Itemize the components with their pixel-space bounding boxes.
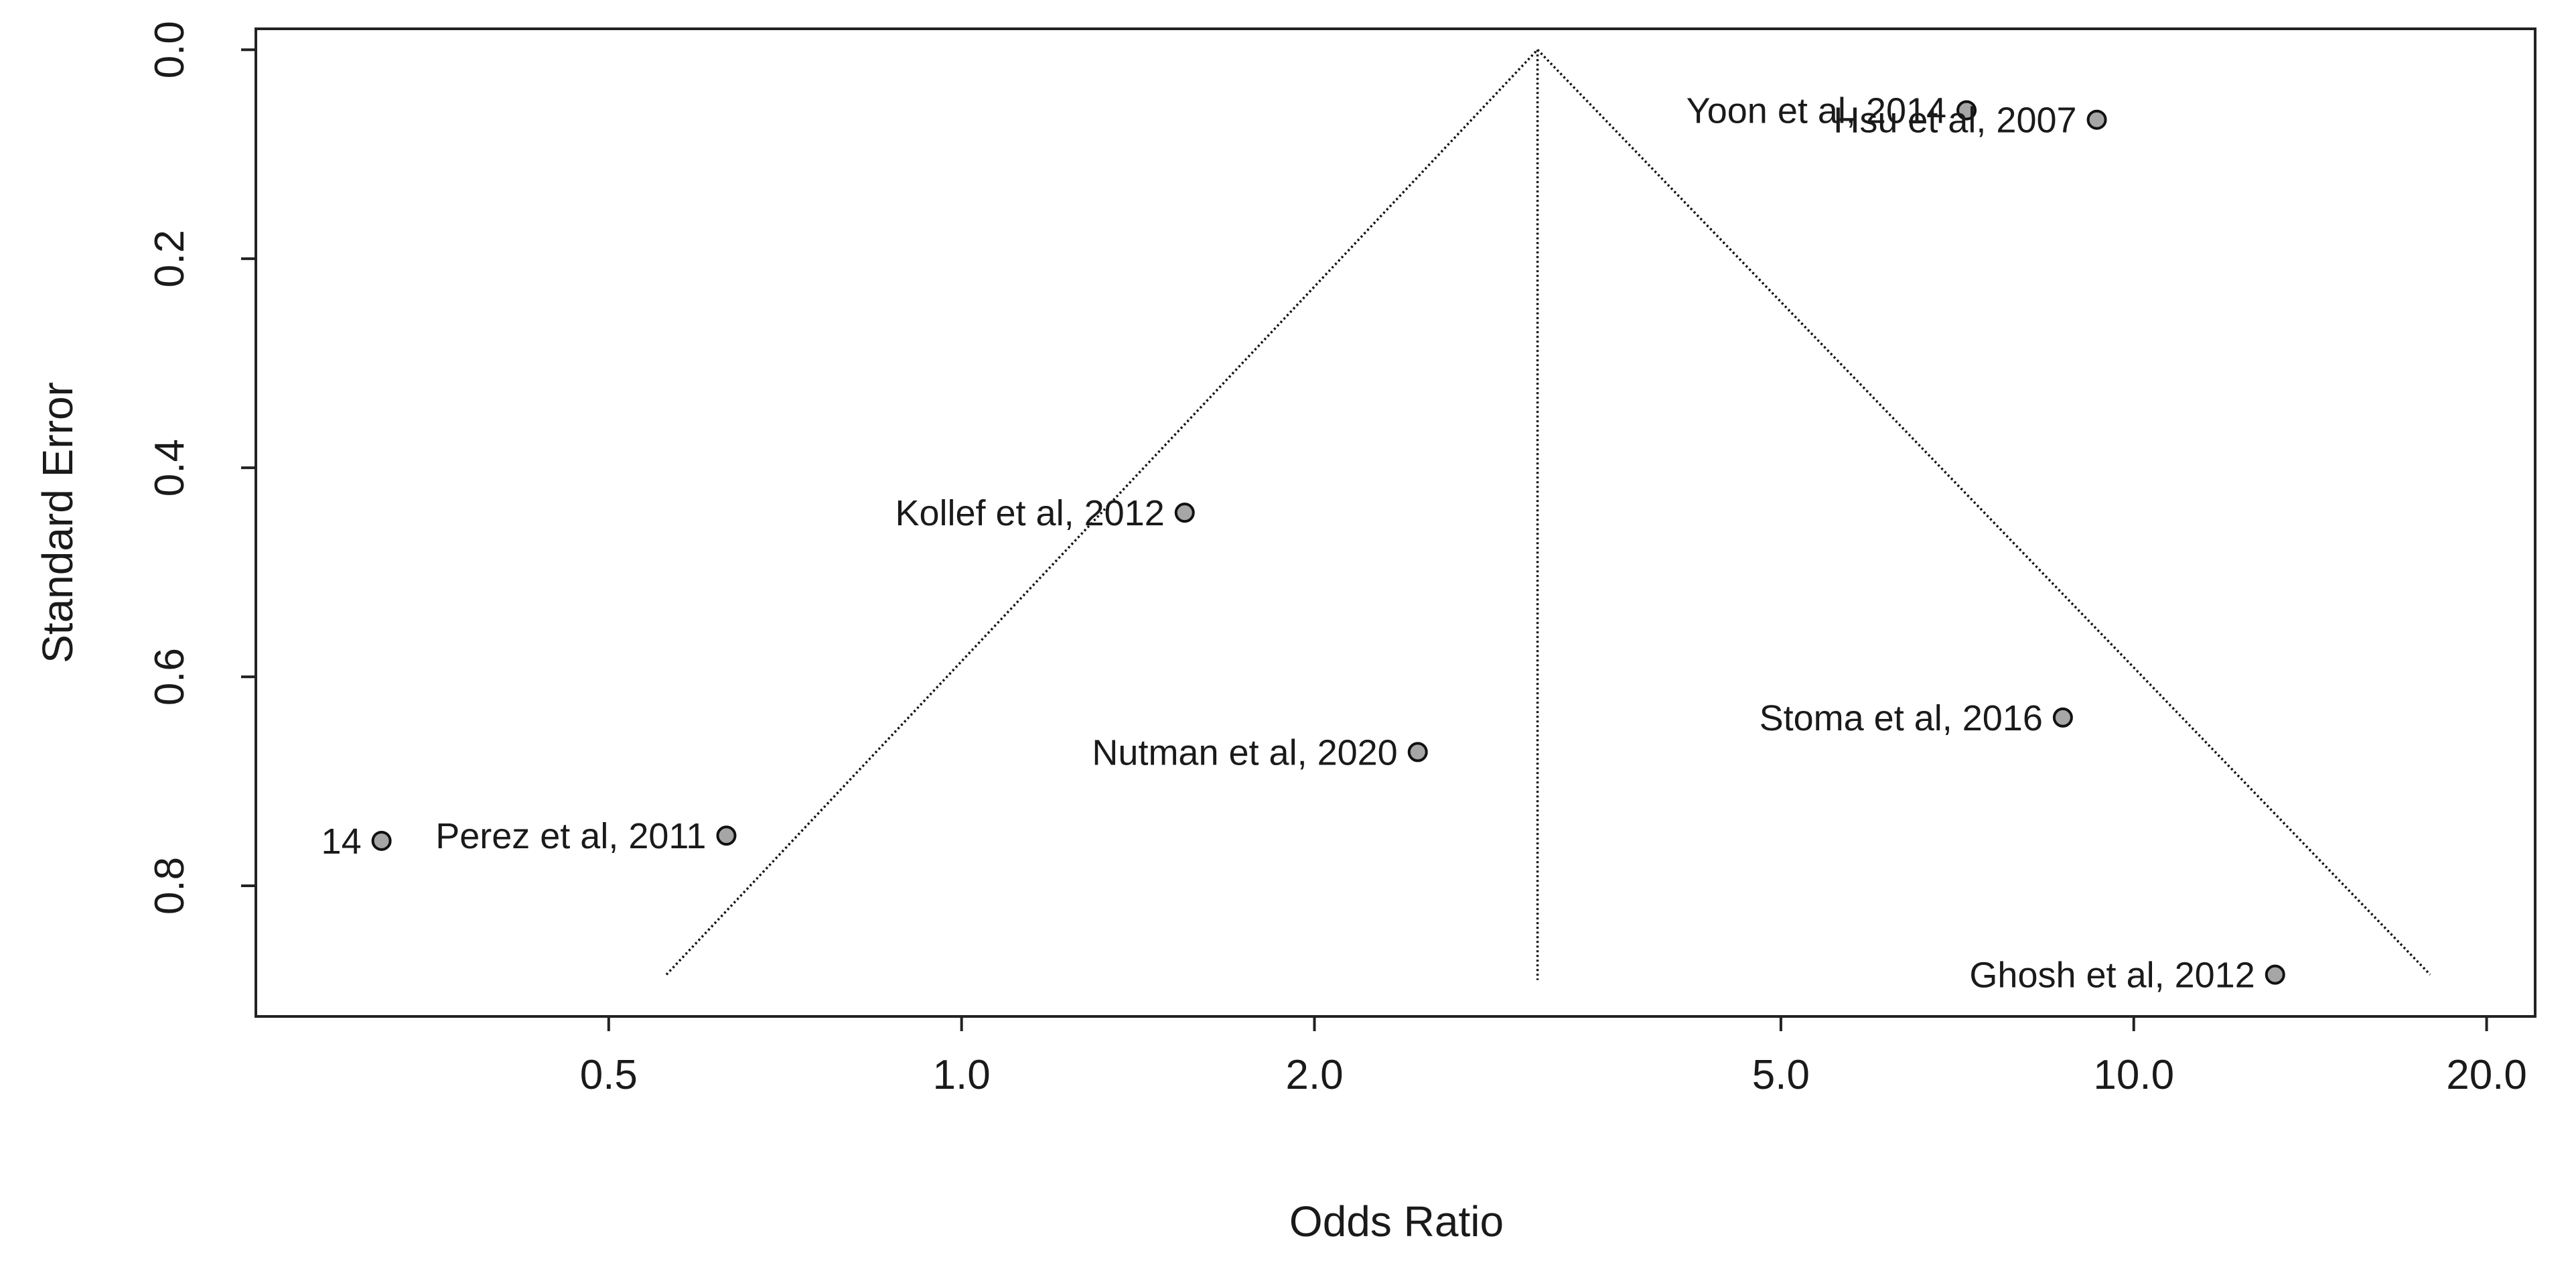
data-point	[2265, 964, 2285, 985]
funnel-lines	[665, 48, 2431, 980]
point-label: Hsu et al, 2007	[1833, 101, 2076, 141]
x-tick-label: 20.0	[2446, 1052, 2527, 1098]
x-tick-label: 1.0	[933, 1052, 991, 1098]
y-tick-label: 0.4	[147, 439, 193, 496]
x-tick-label: 0.5	[580, 1052, 638, 1098]
point-label: 14	[321, 821, 362, 862]
data-point	[371, 830, 392, 851]
data-point	[716, 825, 737, 846]
y-tick-label: 0.2	[147, 230, 193, 287]
data-point	[1407, 742, 1428, 762]
data-point	[1956, 100, 1977, 121]
y-tick-label: 0.8	[147, 857, 193, 915]
data-point	[2052, 707, 2073, 728]
point-label: Stoma et al, 2016	[1760, 698, 2043, 738]
x-axis: 0.5 1.0 2.0 5.0 10.0 20.0	[580, 1015, 2527, 1098]
point-label: Yoon et al, 2014	[1687, 91, 1946, 131]
plot-frame	[255, 27, 2536, 1018]
y-tick-label: 0.0	[147, 21, 193, 78]
x-axis-title: Odds Ratio	[1289, 1197, 1504, 1246]
x-tick-label: 5.0	[1752, 1052, 1810, 1098]
point-label: Nutman et al, 2020	[1092, 732, 1397, 773]
data-point	[1174, 503, 1195, 523]
x-tick-label: 2.0	[1285, 1052, 1343, 1098]
y-axis: 0.0 0.2 0.4 0.6 0.8	[147, 21, 257, 915]
x-tick-label: 10.0	[2093, 1052, 2174, 1098]
data-point	[2086, 109, 2107, 130]
y-axis-title: Standard Error	[33, 382, 82, 663]
point-label: Perez et al, 2011	[435, 816, 706, 856]
y-tick-label: 0.6	[147, 648, 193, 706]
point-label: Ghosh et al, 2012	[1969, 955, 2255, 996]
funnel-left-line	[665, 48, 1539, 976]
funnel-right-line	[1536, 48, 2431, 976]
point-label: Kollef et al, 2012	[895, 493, 1164, 533]
